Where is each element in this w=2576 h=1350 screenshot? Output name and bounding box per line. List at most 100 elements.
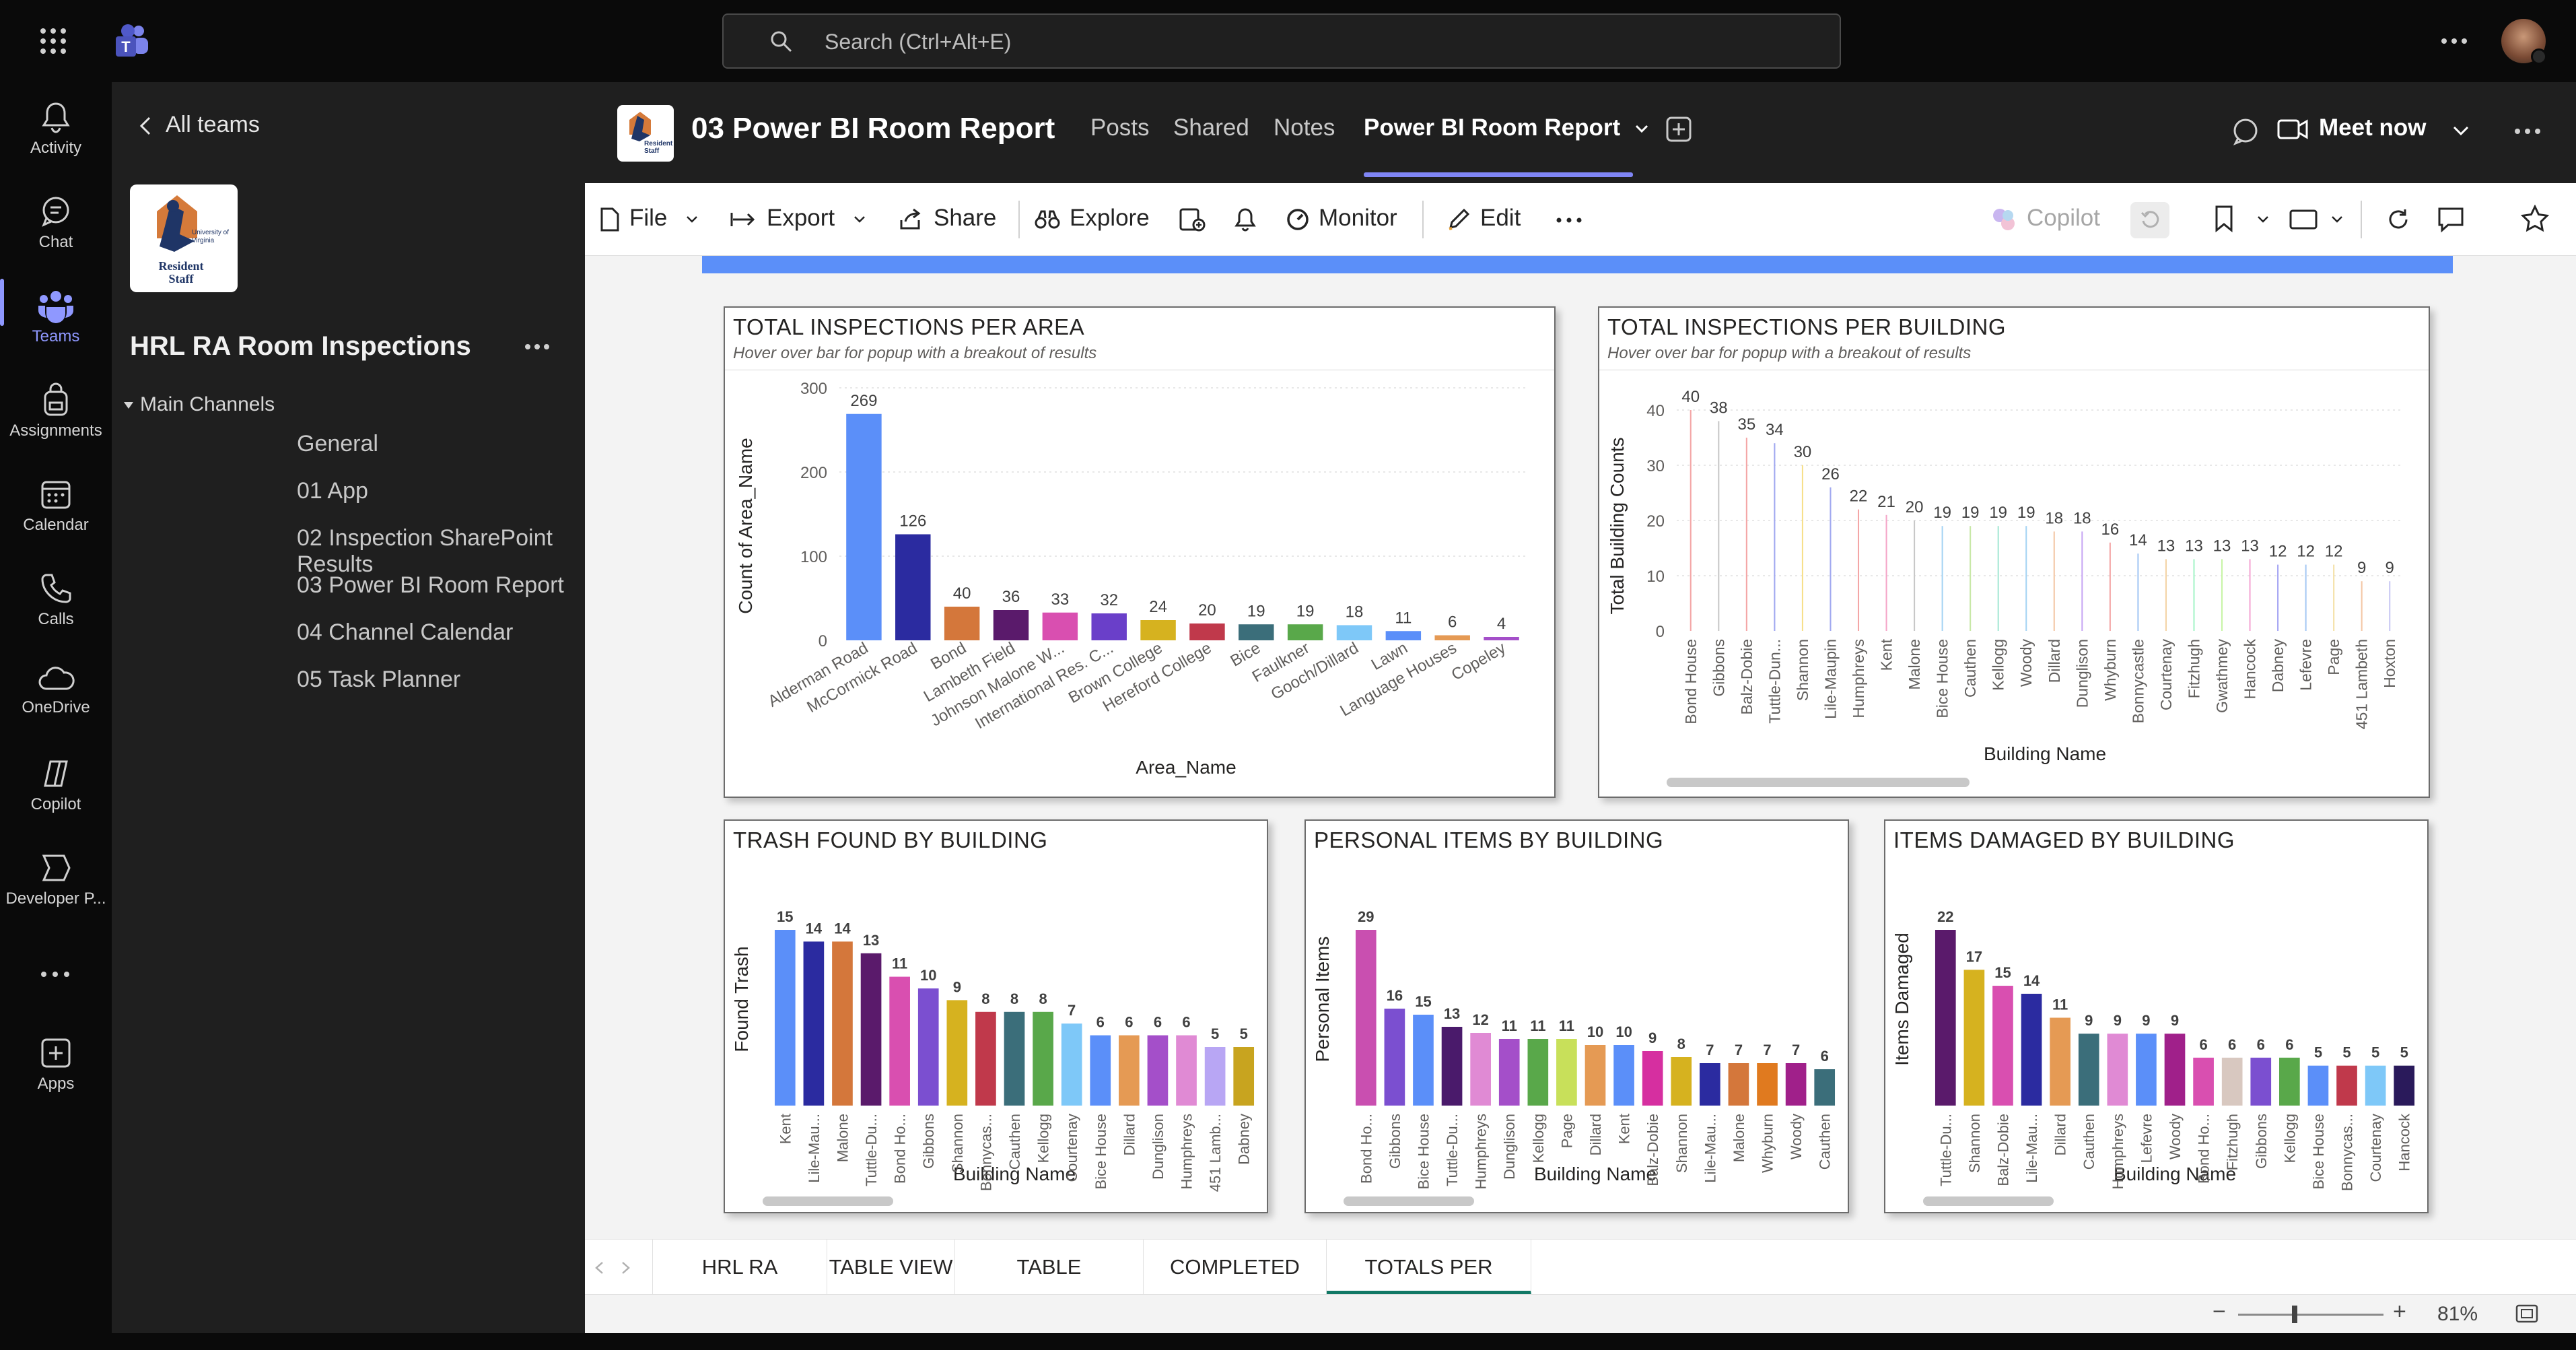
bookmark-icon[interactable] [2214, 205, 2234, 233]
comment-icon[interactable] [2437, 206, 2464, 233]
data-label: 20 [1906, 498, 1924, 516]
chart-panel-damaged[interactable]: ITEMS DAMAGED BY BUILDING Items Damaged B… [1884, 819, 2429, 1213]
channel-03-powerbi[interactable]: 03 Power BI Room Report [297, 572, 564, 598]
subscribe-icon[interactable] [1179, 206, 1206, 233]
horizontal-scrollbar[interactable] [1344, 1196, 1474, 1206]
y-tick-label: 10 [1646, 568, 1665, 586]
channel-05-planner[interactable]: 05 Task Planner [297, 667, 461, 692]
more-apps-icon[interactable] [40, 971, 70, 978]
zoom-in-button[interactable]: + [2393, 1299, 2406, 1324]
chart-panel-trash[interactable]: TRASH FOUND BY BUILDING Found Trash Build… [724, 819, 1268, 1213]
chart-bar [1785, 1063, 1807, 1106]
calendar-icon [41, 481, 71, 509]
explore-button[interactable]: Explore [1035, 205, 1150, 232]
tab-notes[interactable]: Notes [1274, 114, 1335, 141]
toolbar-divider [2361, 201, 2362, 238]
rail-chat[interactable]: Chat [0, 183, 112, 267]
page-tab-table-satisfactory[interactable]: TABLE SATISFACTORY [955, 1240, 1144, 1334]
next-page-icon[interactable] [621, 1261, 631, 1275]
x-tick-label: Lile-Maupin [1821, 639, 1839, 719]
backpack-icon [44, 382, 68, 416]
page-tab-table-view[interactable]: TABLE VIEW [827, 1240, 955, 1295]
main-channels-section[interactable]: Main Channels [123, 393, 275, 416]
tab-shared[interactable]: Shared [1173, 114, 1249, 141]
rail-assignments[interactable]: Assignments [0, 372, 112, 456]
chart-panel-building[interactable]: TOTAL INSPECTIONS PER BUILDING Hover ove… [1598, 306, 2430, 798]
tab-powerbi-room-report[interactable]: Power BI Room Report [1364, 114, 1648, 141]
data-label: 9 [2386, 559, 2394, 577]
more-options-icon[interactable] [2441, 38, 2468, 44]
rail-onedrive[interactable]: OneDrive [0, 651, 112, 735]
search-box[interactable]: Search (Ctrl+Alt+E) [722, 13, 1841, 69]
conversation-icon[interactable] [2231, 117, 2260, 145]
toolbar-more-icon[interactable] [1556, 217, 1582, 224]
view-icon[interactable] [2289, 209, 2318, 230]
page-tab-hrl-ra-inspections[interactable]: HRL RA INSPECTIONS [652, 1240, 827, 1334]
monitor-button[interactable]: Monitor [1286, 205, 1397, 232]
x-tick-label: Dillard [1587, 1114, 1604, 1155]
add-tab-icon[interactable] [1665, 116, 1692, 143]
x-tick-label: 451 Lambeth [2353, 639, 2371, 729]
x-tick-label: Courtenay [1064, 1114, 1080, 1182]
explore-label: Explore [1070, 205, 1150, 231]
edit-button[interactable]: Edit [1447, 205, 1521, 232]
chart-bar [860, 953, 882, 1106]
file-menu[interactable]: File [600, 205, 698, 232]
chart-bar [1527, 1039, 1549, 1106]
rail-label: Calls [38, 610, 74, 628]
rail-activity[interactable]: Activity [0, 89, 112, 173]
chart-bar [1690, 410, 1692, 631]
chevron-down-icon[interactable] [2257, 215, 2269, 224]
data-label: 20 [1198, 601, 1216, 619]
refresh-icon[interactable] [2386, 207, 2410, 232]
data-label: 14 [834, 920, 851, 937]
rail-calls[interactable]: Calls [0, 560, 112, 644]
share-button[interactable]: Share [899, 205, 996, 232]
meet-now-button[interactable]: Meet now [2277, 114, 2426, 144]
horizontal-scrollbar[interactable] [1667, 778, 1970, 787]
team-more-options-icon[interactable] [524, 343, 550, 350]
x-tick-label: Malone [1906, 639, 1923, 689]
channel-more-options-icon[interactable] [2514, 128, 2541, 135]
y-tick-label: 0 [819, 632, 827, 650]
fit-to-page-icon[interactable] [2515, 1304, 2538, 1323]
app-launcher-icon[interactable] [39, 27, 67, 55]
x-tick-label: Bonnycas... [2339, 1114, 2356, 1191]
rail-copilot[interactable]: Copilot [0, 745, 112, 830]
x-tick-label: Dillard [2052, 1114, 2069, 1155]
rail-apps[interactable]: Apps [0, 1025, 112, 1109]
tab-posts[interactable]: Posts [1090, 114, 1150, 141]
chart-bar [1042, 612, 1078, 640]
rail-calendar[interactable]: Calendar [0, 466, 112, 550]
zoom-slider-track[interactable] [2238, 1314, 2383, 1316]
x-tick-label: Bond Ho... [1358, 1114, 1374, 1184]
rail-developer[interactable]: Developer P... [0, 840, 112, 924]
zoom-slider-thumb[interactable] [2292, 1306, 2297, 1323]
page-tab-totals-per-building[interactable]: TOTALS PER BUILDING [1327, 1240, 1531, 1334]
horizontal-scrollbar[interactable] [1923, 1196, 2054, 1206]
chart-panel-area[interactable]: TOTAL INSPECTIONS PER AREA Hover over ba… [724, 306, 1556, 798]
reset-button[interactable] [2130, 202, 2169, 238]
data-label: 40 [1681, 388, 1700, 406]
meet-dropdown-icon[interactable] [2453, 125, 2469, 136]
channel-04-calendar[interactable]: 04 Channel Calendar [297, 619, 514, 645]
zoom-out-button[interactable]: − [2213, 1299, 2226, 1324]
channel-02-inspection[interactable]: 02 Inspection SharePoint Results [297, 525, 553, 577]
rail-teams[interactable]: Teams [0, 277, 112, 362]
chart-bar [1671, 1057, 1692, 1106]
chevron-down-icon[interactable] [2331, 215, 2343, 224]
chart-bar [2250, 1057, 2272, 1106]
horizontal-scrollbar[interactable] [763, 1196, 893, 1206]
channel-01-app[interactable]: 01 App [297, 478, 368, 504]
prev-page-icon[interactable] [594, 1261, 604, 1275]
alert-bell-icon[interactable] [1234, 207, 1257, 232]
chart-damaged-svg: Items Damaged Building Name 22 Tuttle-Du...… [1891, 908, 2415, 1191]
channel-general[interactable]: General [297, 431, 378, 457]
back-to-all-teams[interactable]: All teams [139, 112, 260, 141]
chart-panel-personal[interactable]: PERSONAL ITEMS BY BUILDING Personal Item… [1304, 819, 1849, 1213]
data-label: 13 [2185, 537, 2203, 555]
page-tab-completed-rooms[interactable]: COMPLETED ROOMS [1144, 1240, 1327, 1334]
favorite-star-icon[interactable] [2521, 205, 2549, 233]
copilot-button[interactable]: Copilot [1990, 205, 2100, 233]
export-menu[interactable]: Export [730, 205, 866, 232]
